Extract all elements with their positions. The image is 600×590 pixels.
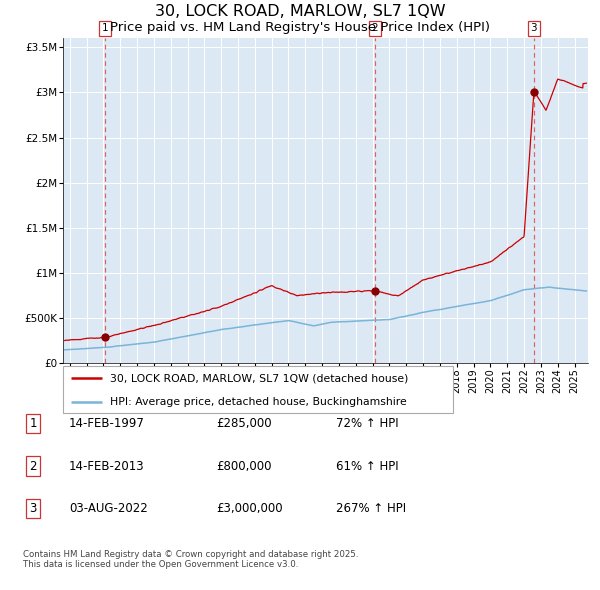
Text: 61% ↑ HPI: 61% ↑ HPI [336, 460, 398, 473]
Text: 1: 1 [102, 24, 109, 34]
Text: 30, LOCK ROAD, MARLOW, SL7 1QW (detached house): 30, LOCK ROAD, MARLOW, SL7 1QW (detached… [110, 373, 408, 383]
Text: 30, LOCK ROAD, MARLOW, SL7 1QW: 30, LOCK ROAD, MARLOW, SL7 1QW [155, 4, 445, 19]
Text: 1: 1 [29, 417, 37, 430]
Text: 14-FEB-1997: 14-FEB-1997 [69, 417, 145, 430]
Text: Contains HM Land Registry data © Crown copyright and database right 2025.
This d: Contains HM Land Registry data © Crown c… [23, 550, 358, 569]
Text: Price paid vs. HM Land Registry's House Price Index (HPI): Price paid vs. HM Land Registry's House … [110, 21, 490, 34]
Text: 14-FEB-2013: 14-FEB-2013 [69, 460, 145, 473]
Text: 72% ↑ HPI: 72% ↑ HPI [336, 417, 398, 430]
Text: 2: 2 [371, 24, 378, 34]
Text: £3,000,000: £3,000,000 [216, 502, 283, 515]
Text: 3: 3 [530, 24, 537, 34]
Text: 03-AUG-2022: 03-AUG-2022 [69, 502, 148, 515]
Text: HPI: Average price, detached house, Buckinghamshire: HPI: Average price, detached house, Buck… [110, 396, 407, 407]
Text: 3: 3 [29, 502, 37, 515]
Text: 267% ↑ HPI: 267% ↑ HPI [336, 502, 406, 515]
Text: 2: 2 [29, 460, 37, 473]
Text: £800,000: £800,000 [216, 460, 271, 473]
FancyBboxPatch shape [63, 366, 453, 413]
Text: £285,000: £285,000 [216, 417, 272, 430]
